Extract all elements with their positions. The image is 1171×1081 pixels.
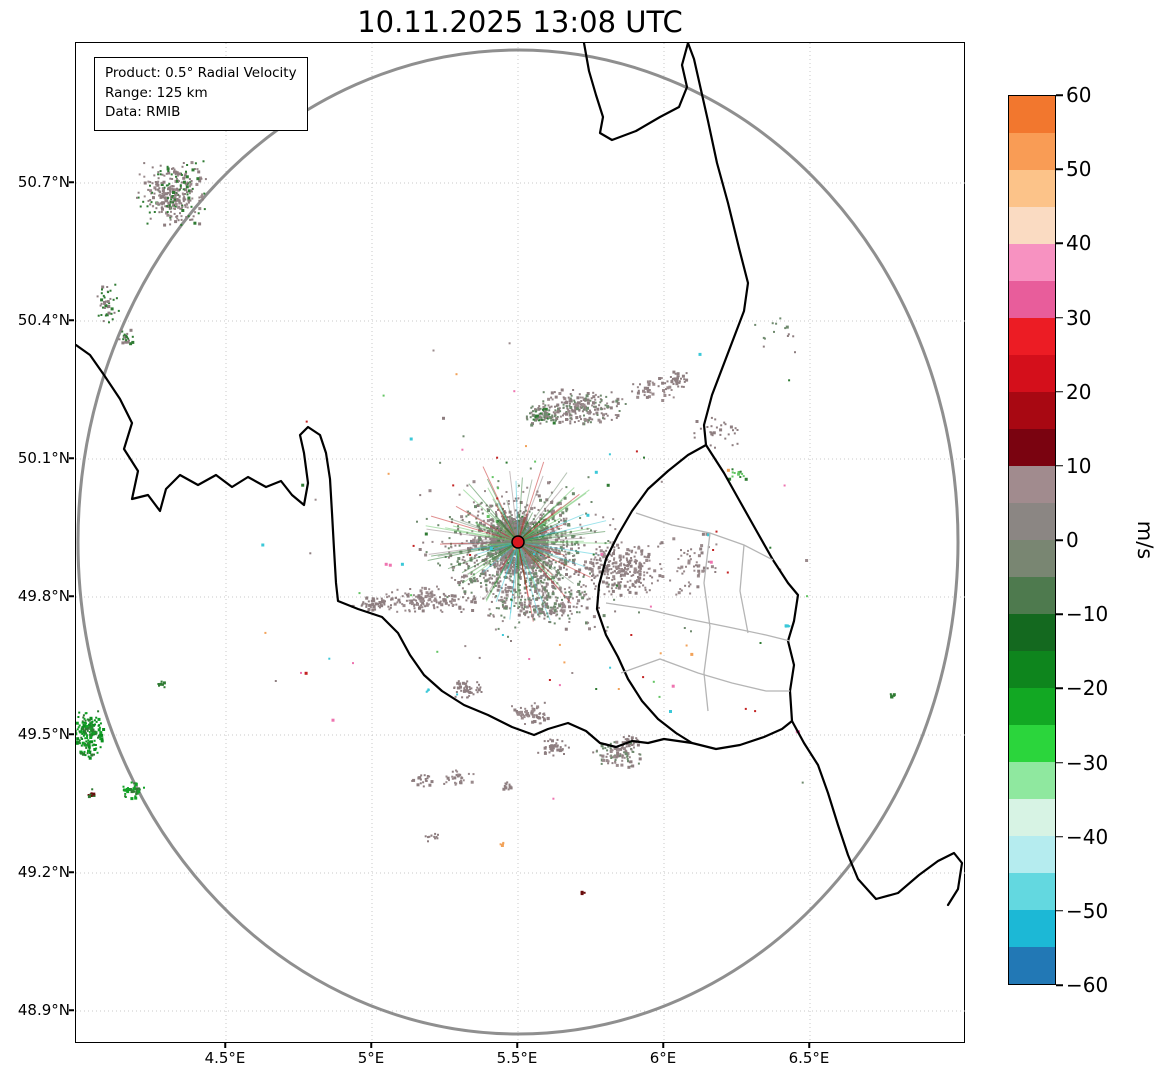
colorbar-segment bbox=[1009, 540, 1055, 577]
y-tick-label: 49.8°N bbox=[17, 587, 70, 605]
region-border bbox=[739, 544, 749, 634]
colorbar-tick-label: −30 bbox=[1066, 750, 1109, 775]
colorbar-tick-mark bbox=[1056, 984, 1063, 986]
colorbar-tick-label: −50 bbox=[1066, 898, 1109, 923]
colorbar-tick-label: 10 bbox=[1066, 453, 1092, 478]
x-tick-mark bbox=[662, 1043, 664, 1048]
map-plot-area: Product: 0.5° Radial Velocity Range: 125… bbox=[75, 42, 966, 1044]
colorbar-segment bbox=[1009, 614, 1055, 651]
y-tick-mark bbox=[69, 1009, 74, 1011]
colorbar-segment bbox=[1009, 503, 1055, 540]
colorbar-tick-mark bbox=[1056, 465, 1063, 467]
y-tick-label: 50.7°N bbox=[17, 173, 70, 191]
colorbar-tick-mark bbox=[1056, 242, 1063, 245]
colorbar-tick-mark bbox=[1056, 613, 1063, 615]
x-tick-mark bbox=[516, 1043, 518, 1048]
colorbar-segment bbox=[1009, 392, 1055, 429]
colorbar-tick-mark bbox=[1056, 316, 1063, 319]
colorbar-segment bbox=[1009, 466, 1055, 503]
country-border bbox=[582, 43, 690, 142]
colorbar-segment bbox=[1009, 947, 1055, 984]
colorbar-segment bbox=[1009, 873, 1055, 910]
colorbar-segment bbox=[1009, 133, 1055, 170]
colorbar-units-label: m/s bbox=[1133, 520, 1158, 560]
colorbar-tick-mark bbox=[1056, 390, 1063, 393]
colorbar-segment bbox=[1009, 799, 1055, 836]
info-range-line: Range: 125 km bbox=[105, 84, 208, 101]
x-tick-label: 6°E bbox=[649, 1049, 677, 1067]
colorbar-segment bbox=[1009, 577, 1055, 614]
y-tick-mark bbox=[69, 871, 74, 873]
product-info-box: Product: 0.5° Radial Velocity Range: 125… bbox=[94, 57, 308, 131]
colorbar-tick-mark bbox=[1056, 687, 1063, 690]
x-tick-label: 4.5°E bbox=[204, 1049, 246, 1067]
colorbar-segment bbox=[1009, 355, 1055, 392]
colorbar-tick-mark bbox=[1056, 94, 1063, 96]
info-product-line: Product: 0.5° Radial Velocity bbox=[105, 65, 297, 81]
velocity-colorbar bbox=[1008, 95, 1056, 985]
colorbar-segment bbox=[1009, 651, 1055, 688]
region-border bbox=[635, 512, 774, 561]
colorbar-segment bbox=[1009, 836, 1055, 873]
x-tick-mark bbox=[808, 1043, 810, 1048]
colorbar-tick-mark bbox=[1056, 761, 1063, 764]
x-tick-mark bbox=[370, 1043, 372, 1048]
colorbar-tick-label: 40 bbox=[1066, 231, 1092, 256]
y-tick-mark bbox=[69, 595, 74, 597]
colorbar-tick-label: 20 bbox=[1066, 379, 1092, 404]
y-tick-label: 50.4°N bbox=[17, 311, 70, 329]
country-border bbox=[686, 43, 964, 907]
colorbar-segment bbox=[1009, 96, 1055, 133]
colorbar-segment bbox=[1009, 688, 1055, 725]
colorbar-segment bbox=[1009, 170, 1055, 207]
range-ring bbox=[76, 48, 960, 1036]
region-border bbox=[605, 602, 791, 642]
colorbar-tick-mark bbox=[1056, 168, 1063, 170]
y-tick-label: 49.5°N bbox=[17, 725, 70, 743]
colorbar-segment bbox=[1009, 910, 1055, 947]
colorbar-tick-mark bbox=[1056, 835, 1063, 838]
velocity-pixels bbox=[76, 160, 896, 896]
info-data-line: Data: RMIB bbox=[105, 104, 181, 121]
colorbar-segment bbox=[1009, 725, 1055, 762]
colorbar-tick-label: 50 bbox=[1066, 157, 1092, 182]
colorbar-segment bbox=[1009, 244, 1055, 281]
y-tick-mark bbox=[69, 733, 74, 735]
x-tick-mark bbox=[224, 1043, 226, 1048]
map-plot-canvas bbox=[76, 43, 966, 1044]
x-tick-label: 5.5°E bbox=[496, 1049, 538, 1067]
country-border bbox=[595, 443, 794, 751]
radar-site-marker bbox=[511, 535, 525, 549]
colorbar-segment bbox=[1009, 318, 1055, 355]
colorbar-tick-mark bbox=[1056, 539, 1063, 541]
country-border bbox=[76, 343, 694, 749]
colorbar-tick-label: −10 bbox=[1066, 602, 1109, 627]
region-border bbox=[703, 532, 711, 712]
region-border bbox=[620, 658, 790, 692]
colorbar-tick-mark bbox=[1056, 910, 1063, 912]
colorbar-tick-label: −20 bbox=[1066, 676, 1109, 701]
colorbar-tick-label: 60 bbox=[1066, 83, 1092, 107]
colorbar-segment bbox=[1009, 207, 1055, 244]
colorbar-tick-label: −40 bbox=[1066, 824, 1109, 849]
y-tick-mark bbox=[69, 457, 74, 459]
colorbar-tick-label: 30 bbox=[1066, 305, 1092, 330]
colorbar-segment bbox=[1009, 429, 1055, 466]
y-tick-label: 48.9°N bbox=[17, 1001, 70, 1019]
x-tick-label: 6.5°E bbox=[788, 1049, 830, 1067]
colorbar-segment bbox=[1009, 281, 1055, 318]
colorbar-tick-label: 0 bbox=[1066, 528, 1079, 552]
y-tick-mark bbox=[69, 181, 74, 183]
colorbar-segment bbox=[1009, 762, 1055, 799]
y-tick-label: 49.2°N bbox=[17, 863, 70, 881]
y-tick-label: 50.1°N bbox=[17, 449, 70, 467]
colorbar-tick-label: −60 bbox=[1066, 973, 1109, 997]
x-tick-label: 5°E bbox=[357, 1049, 385, 1067]
figure-title: 10.11.2025 13:08 UTC bbox=[357, 5, 683, 39]
y-tick-mark bbox=[69, 319, 74, 321]
